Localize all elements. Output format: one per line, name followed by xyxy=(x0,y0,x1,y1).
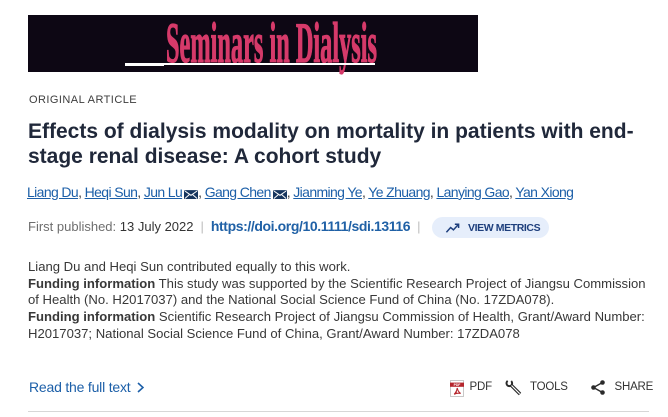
svg-text:PDF: PDF xyxy=(454,383,461,387)
